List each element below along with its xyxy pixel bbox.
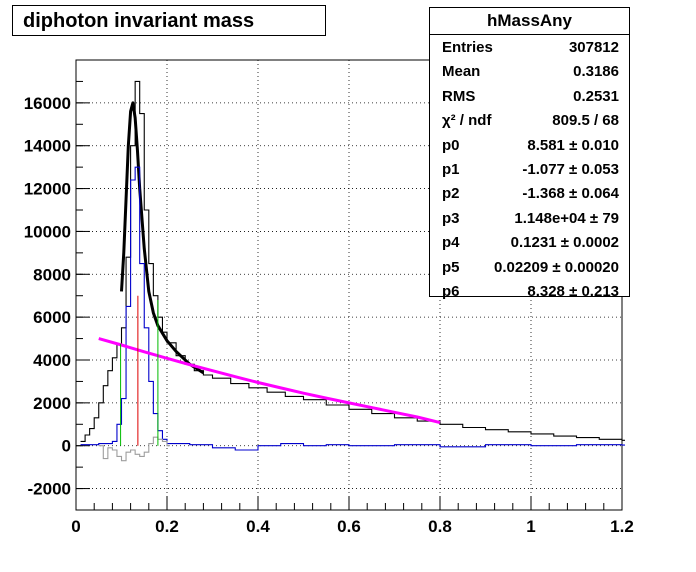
chart-title-box: diphoton invariant mass xyxy=(12,5,326,36)
stats-name: hMassAny xyxy=(430,8,629,35)
y-tick-label: 10000 xyxy=(24,222,71,241)
x-tick-label: 0.4 xyxy=(246,517,270,536)
chart-title: diphoton invariant mass xyxy=(23,10,255,32)
y-tick-label: 4000 xyxy=(33,351,71,370)
y-tick-label: 16000 xyxy=(24,94,71,113)
stats-key: p6 xyxy=(442,282,460,300)
stats-key: Mean xyxy=(442,63,481,81)
stats-row-ndf: χ² / ndf 809.5 / 68 xyxy=(430,108,629,132)
stats-row-mean: Mean 0.3186 xyxy=(430,59,629,83)
stats-value: 0.3186 xyxy=(573,63,619,81)
stats-key: χ² / ndf xyxy=(442,112,492,130)
x-tick-label: 0.2 xyxy=(155,517,179,536)
stats-value: 0.2531 xyxy=(573,87,619,105)
stats-row-p6: p6 8.328 ± 0.213 xyxy=(430,279,629,303)
y-tick-label: 6000 xyxy=(33,308,71,327)
x-tick-label: 1.2 xyxy=(610,517,634,536)
stats-row-rms: RMS 0.2531 xyxy=(430,84,629,108)
stats-key: RMS xyxy=(442,87,476,105)
stats-value: 1.148e+04 ± 79 xyxy=(514,209,619,227)
y-tick-label: 14000 xyxy=(24,137,71,156)
stats-key: p1 xyxy=(442,160,460,178)
stats-box: hMassAny Entries 307812 Mean 0.3186 RMS 0.253… xyxy=(429,7,630,300)
stats-row-p0: p0 8.581 ± 0.010 xyxy=(430,133,629,157)
stats-key: p0 xyxy=(442,136,460,154)
stats-value: 809.5 / 68 xyxy=(552,112,619,130)
y-tick-label: -2000 xyxy=(28,480,71,499)
y-tick-label: 2000 xyxy=(33,394,71,413)
x-tick-label: 0 xyxy=(71,517,80,536)
stats-rows: Entries 307812 Mean 0.3186 RMS 0.2531 χ² / ndf… xyxy=(430,35,629,303)
x-tick-label: 0.8 xyxy=(428,517,452,536)
stats-value: -1.368 ± 0.064 xyxy=(522,185,619,203)
stats-row-p2: p2 -1.368 ± 0.064 xyxy=(430,181,629,205)
y-tick-label: 8000 xyxy=(33,265,71,284)
histogram-series xyxy=(98,436,170,462)
stats-row-p4: p4 0.1231 ± 0.0002 xyxy=(430,230,629,254)
stats-key: Entries xyxy=(442,39,493,56)
stats-value: 0.1231 ± 0.0002 xyxy=(510,234,619,252)
y-tick-label: 0 xyxy=(62,437,71,456)
stats-value: 8.328 ± 0.213 xyxy=(527,282,619,300)
fit-curve xyxy=(120,101,205,375)
stats-row-p1: p1 -1.077 ± 0.053 xyxy=(430,157,629,181)
background-fit-curve xyxy=(98,337,441,425)
stats-value: -1.077 ± 0.053 xyxy=(522,160,619,178)
x-tick-label: 0.6 xyxy=(337,517,361,536)
y-tick-label: 12000 xyxy=(24,180,71,199)
stats-key: p5 xyxy=(442,258,460,276)
stats-value: 0.02209 ± 0.00020 xyxy=(493,258,619,276)
stats-value: 8.581 ± 0.010 xyxy=(527,136,619,154)
stats-key: p3 xyxy=(442,209,460,227)
x-tick-label: 1 xyxy=(526,517,535,536)
stats-key: p2 xyxy=(442,185,460,203)
histogram-series xyxy=(80,166,625,451)
stats-row-p5: p5 0.02209 ± 0.00020 xyxy=(430,255,629,279)
stats-row-entries: Entries 307812 xyxy=(430,35,629,59)
stats-value: 307812 xyxy=(568,39,619,56)
stats-row-p3: p3 1.148e+04 ± 79 xyxy=(430,206,629,230)
stats-key: p4 xyxy=(442,234,460,252)
